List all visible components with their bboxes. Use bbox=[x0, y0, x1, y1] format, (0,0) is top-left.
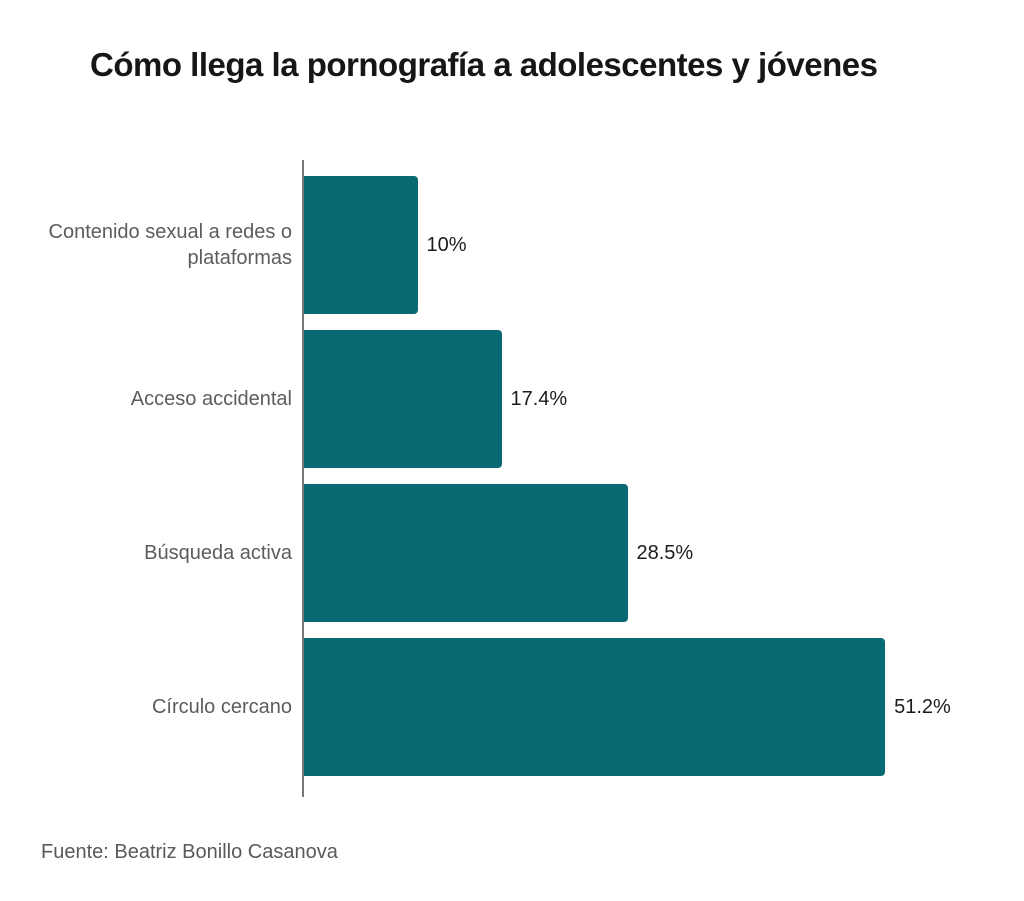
source-caption: Fuente: Beatriz Bonillo Casanova bbox=[41, 841, 338, 863]
category-label: Contenido sexual a redes o plataformas bbox=[48, 221, 293, 269]
category-label: Círculo cercano bbox=[151, 696, 292, 718]
chart-title: Cómo llega la pornografía a adolescentes… bbox=[90, 46, 878, 83]
bar bbox=[304, 330, 502, 468]
bar-area: 10% bbox=[304, 176, 1024, 314]
bar bbox=[304, 484, 628, 622]
bar-area: 17.4% bbox=[304, 330, 1024, 468]
value-label: 10% bbox=[426, 233, 467, 256]
category-label: Búsqueda activa bbox=[144, 542, 292, 564]
bar bbox=[304, 638, 886, 776]
y-axis-line bbox=[302, 160, 304, 797]
bar-rows: Contenido sexual a redes o plataformas 1… bbox=[0, 176, 1024, 792]
value-label: 17.4% bbox=[510, 387, 568, 410]
value-label: 28.5% bbox=[636, 541, 694, 564]
value-label: 51.2% bbox=[894, 695, 951, 718]
bar-row: Acceso accidental 17.4% bbox=[0, 330, 1024, 468]
bar-row: Círculo cercano 51.2% bbox=[0, 638, 1024, 776]
bar-area: 51.2% bbox=[304, 638, 1024, 776]
bar bbox=[304, 176, 418, 314]
category-label: Acceso accidental bbox=[130, 388, 292, 410]
bar-row: Contenido sexual a redes o plataformas 1… bbox=[0, 176, 1024, 314]
bar-row: Búsqueda activa 28.5% bbox=[0, 484, 1024, 622]
bar-area: 28.5% bbox=[304, 484, 1024, 622]
